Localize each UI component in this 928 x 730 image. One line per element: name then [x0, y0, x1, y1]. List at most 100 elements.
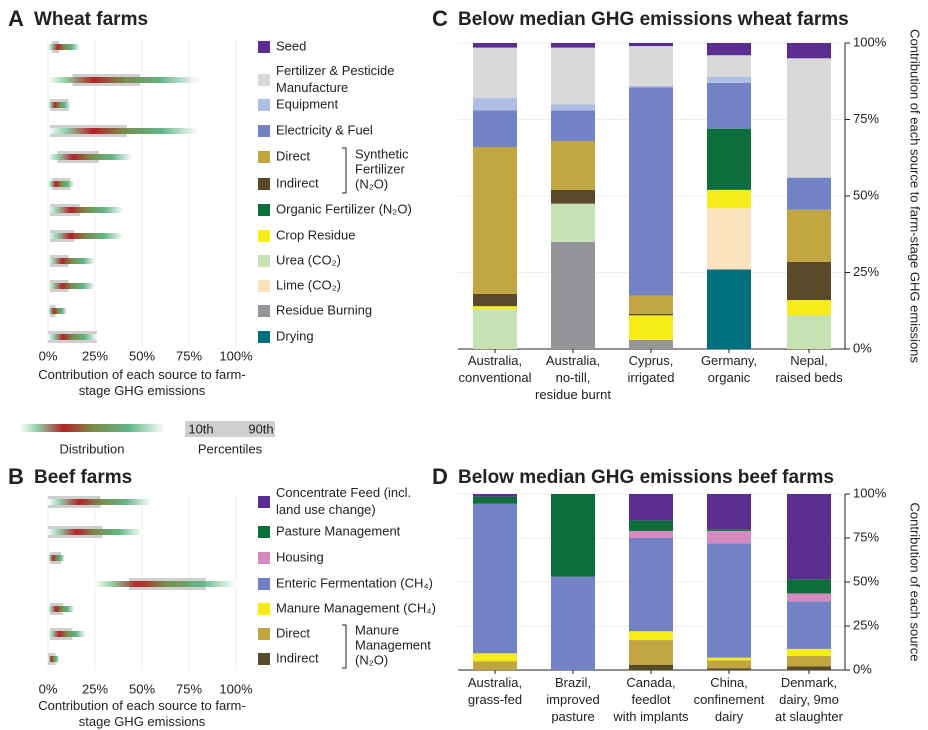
legend-swatch: [258, 125, 270, 137]
bar-segment: [473, 503, 517, 654]
legend-swatch: [258, 151, 270, 163]
bar-segment: [629, 43, 673, 47]
x-axis-label-line: Contribution of each source to farm-: [38, 698, 245, 713]
x-tick-label-line: with implants: [612, 709, 689, 724]
legend-label: Pasture Management: [276, 523, 401, 538]
x-tick-label-line: confinement: [694, 692, 765, 707]
bar-segment: [787, 177, 831, 210]
distribution-strip: [48, 606, 75, 612]
bar-segment: [551, 189, 595, 204]
bar-segment: [551, 241, 595, 349]
x-tick-label: 75%: [176, 348, 202, 363]
legend-label: Lime (CO₂): [276, 277, 341, 292]
legend-swatch: [258, 603, 270, 615]
y-axis-label: Contribution of each source to farm-stag…: [908, 29, 923, 363]
legend-label: Seed: [276, 38, 306, 53]
legend-swatch: [258, 280, 270, 292]
x-tick-label-line: pasture: [551, 709, 594, 724]
bar-segment: [787, 261, 831, 301]
x-tick-label-line: irrigated: [628, 370, 675, 385]
legend-swatch: [258, 552, 270, 564]
group-label-line: (N₂O): [355, 653, 388, 668]
x-tick-label-line: at slaughter: [775, 709, 844, 724]
bar-segment: [707, 660, 751, 669]
key-label: Percentiles: [198, 441, 263, 456]
bar-segment: [551, 47, 595, 105]
panel-letter: A: [8, 6, 24, 31]
bar-segment: [629, 85, 673, 88]
x-tick-label: 0%: [39, 348, 58, 363]
x-tick-label-line: Denmark,: [781, 675, 837, 690]
distribution-strip: [48, 631, 86, 637]
legend-swatch: [258, 204, 270, 216]
bar-segment: [707, 529, 751, 531]
group-label-line: Synthetic: [355, 147, 409, 162]
key-label: Distribution: [59, 441, 124, 456]
bar-segment: [787, 58, 831, 178]
group-bracket: [342, 147, 347, 194]
bar-segment: [551, 110, 595, 141]
x-tick-label: Australia, no-till, residue burnt: [535, 353, 611, 402]
legend-label: Housing: [276, 549, 324, 564]
x-tick-label: 25%: [82, 681, 108, 696]
x-tick-label-line: dairy, 9mo: [779, 692, 839, 707]
legend-swatch: [258, 628, 270, 640]
x-tick-label-line: conventional: [459, 370, 532, 385]
distribution-strip: [48, 128, 199, 134]
bar-segment: [787, 648, 831, 656]
group-label-line: (N₂O): [355, 177, 388, 192]
legend-swatch: [258, 255, 270, 267]
bar-segment: [629, 295, 673, 314]
x-tick-label-line: residue burnt: [535, 387, 611, 402]
legend-label: Electricity & Fuel: [276, 122, 373, 137]
key-label: 90th: [248, 421, 273, 436]
y-axis-label: Contribution of each source: [908, 503, 923, 662]
y-tick-label: 100%: [853, 34, 887, 49]
bar-segment: [551, 140, 595, 190]
x-tick-label: 50%: [129, 681, 155, 696]
bar-segment: [707, 76, 751, 83]
bar-segment: [707, 530, 751, 544]
bar-segment: [629, 87, 673, 296]
group-label: Synthetic Fertilizer (N₂O): [355, 147, 409, 192]
legend-swatch: [258, 305, 270, 317]
x-tick-label: Brazil, improved pasture: [546, 675, 599, 724]
x-tick-label-line: China,: [710, 675, 748, 690]
legend-label: Indirect: [276, 175, 319, 190]
bar-segment: [787, 315, 831, 349]
bar-segment: [473, 110, 517, 148]
legend-label: Manure Management (CH₄): [276, 600, 436, 615]
y-tick-label: 25%: [853, 617, 879, 632]
bar-segment: [629, 339, 673, 349]
bar-segment: [629, 46, 673, 86]
bar-segment: [551, 576, 595, 670]
key-percentile-box: [185, 421, 275, 437]
x-tick-label-line: no-till,: [556, 370, 591, 385]
panel-letter: D: [432, 464, 448, 489]
x-tick-label-line: improved: [546, 692, 599, 707]
y-tick-label: 0%: [853, 340, 872, 355]
bar-segment: [787, 300, 831, 316]
legend-label-line: Concentrate Feed (incl.: [276, 485, 411, 500]
y-tick-label: 25%: [853, 264, 879, 279]
x-tick-label: 100%: [219, 681, 253, 696]
bar-segment: [787, 666, 831, 670]
bar-segment: [787, 43, 831, 59]
x-tick-label-line: feedlot: [631, 692, 670, 707]
distribution-strip: [48, 334, 97, 340]
x-axis-label-line: Contribution of each source to farm-: [38, 367, 245, 382]
legend-swatch: [258, 653, 270, 665]
bar-segment: [787, 579, 831, 594]
x-tick-label: Nepal, raised beds: [775, 353, 843, 385]
distribution-strip: [48, 555, 65, 561]
distribution-strip: [48, 102, 71, 108]
x-tick-label: Australia, grass-fed: [468, 675, 522, 707]
bar-segment: [629, 530, 673, 538]
x-tick-label: 75%: [176, 681, 202, 696]
bar-segment: [473, 661, 517, 670]
x-tick-label-line: Brazil,: [555, 675, 591, 690]
bar-segment: [629, 313, 673, 316]
y-tick-label: 50%: [853, 187, 879, 202]
bar-segment: [551, 104, 595, 111]
